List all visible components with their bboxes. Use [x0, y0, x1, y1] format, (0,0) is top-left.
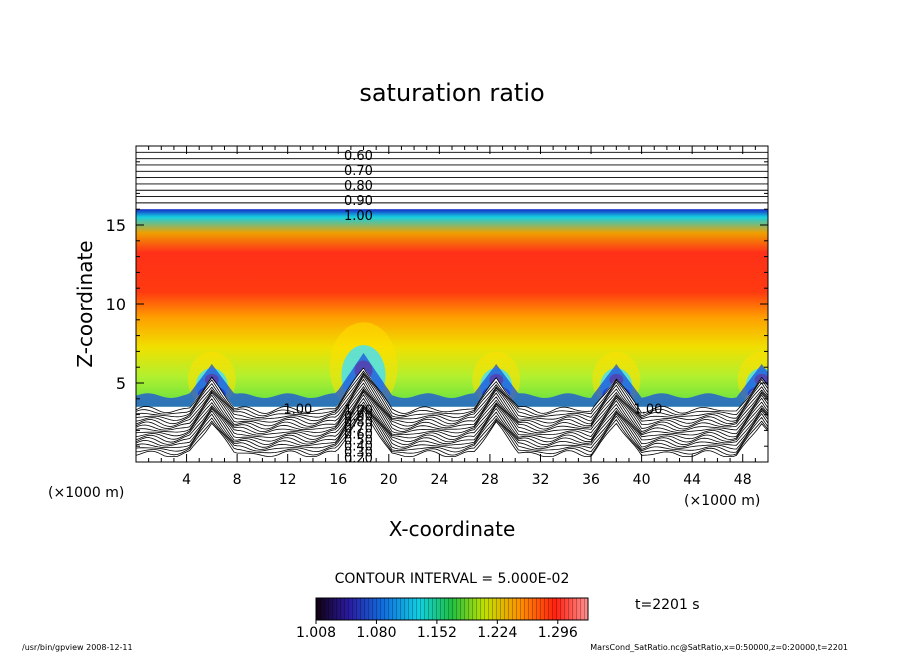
upper-contours [136, 151, 768, 204]
x-tick-label: 28 [481, 472, 499, 488]
y-axis-label: Z-coordinate [73, 240, 97, 367]
colorbar-tick-label: 1.296 [538, 625, 578, 641]
x-axis-label: X-coordinate [389, 517, 516, 541]
x-tick-label: 12 [279, 472, 297, 488]
y-tick-label: 15 [106, 216, 126, 235]
contour-label: 0.20 [344, 451, 373, 466]
contour-label: 0.70 [344, 164, 373, 179]
contour-label: 0.80 [344, 415, 373, 430]
colorbar-tick-label: 1.152 [417, 625, 457, 641]
time-label: t=2201 s [635, 597, 700, 613]
contour-label: 0.90 [344, 194, 373, 209]
contour-label: 1.00 [283, 402, 312, 417]
x-unit-left: (×1000 m) [48, 485, 124, 501]
contour-label: 0.40 [344, 439, 373, 454]
y-tick-label: 10 [106, 295, 126, 314]
colorbar-stripes [316, 598, 588, 620]
colorbar-tick-label: 1.224 [477, 625, 517, 641]
plot-area: 0.600.700.800.901.001.000.900.800.700.60… [136, 146, 768, 466]
x-tick-label: 24 [430, 472, 448, 488]
contour-label: 0.80 [344, 179, 373, 194]
x-tick-label: 20 [380, 472, 398, 488]
contour-label: 0.50 [344, 433, 373, 448]
saturation-field [136, 209, 768, 407]
contour-label: 0.70 [344, 421, 373, 436]
x-tick-label: 32 [532, 472, 550, 488]
x-unit-right: (×1000 m) [684, 493, 760, 509]
footer-left: /usr/bin/gpview 2008-12-11 [22, 643, 133, 652]
contour-label: 0.60 [344, 149, 373, 164]
contour-labels: 0.600.700.800.901.001.000.900.800.700.60… [283, 149, 662, 466]
y-axis: 5 10 15 [106, 161, 768, 447]
contour-label: 1.00 [633, 402, 662, 417]
colorbar: 1.008 1.080 1.152 1.224 1.296 [296, 597, 589, 641]
x-tick-label: 4 [182, 472, 191, 488]
footer-right: MarsCond_SatRatio.nc@SatRatio,x=0:50000,… [590, 643, 848, 652]
contour-label: 0.60 [344, 427, 373, 442]
colorbar-frame [315, 597, 589, 621]
colorbar-tick-label: 1.008 [296, 625, 336, 641]
x-tick-label: 16 [329, 472, 347, 488]
contour-label: 1.00 [344, 403, 373, 418]
colorbar-tick-label: 1.080 [356, 625, 396, 641]
chart-title: saturation ratio [359, 79, 544, 107]
lower-contours [136, 367, 768, 457]
x-axis: 4 8 12 16 20 24 28 32 36 40 44 48 [148, 146, 756, 488]
x-tick-label: 36 [582, 472, 600, 488]
colorbar-ticks: 1.008 1.080 1.152 1.224 1.296 [296, 620, 578, 641]
contour-label: 0.90 [344, 409, 373, 424]
x-tick-label: 44 [683, 472, 701, 488]
y-tick-label: 5 [116, 374, 126, 393]
x-tick-label: 48 [734, 472, 752, 488]
contour-interval-label: CONTOUR INTERVAL = 5.000E-02 [335, 571, 570, 587]
x-tick-label: 8 [233, 472, 242, 488]
contour-label: 1.00 [344, 209, 373, 224]
x-tick-label: 40 [633, 472, 651, 488]
contour-label: 0.30 [344, 445, 373, 460]
